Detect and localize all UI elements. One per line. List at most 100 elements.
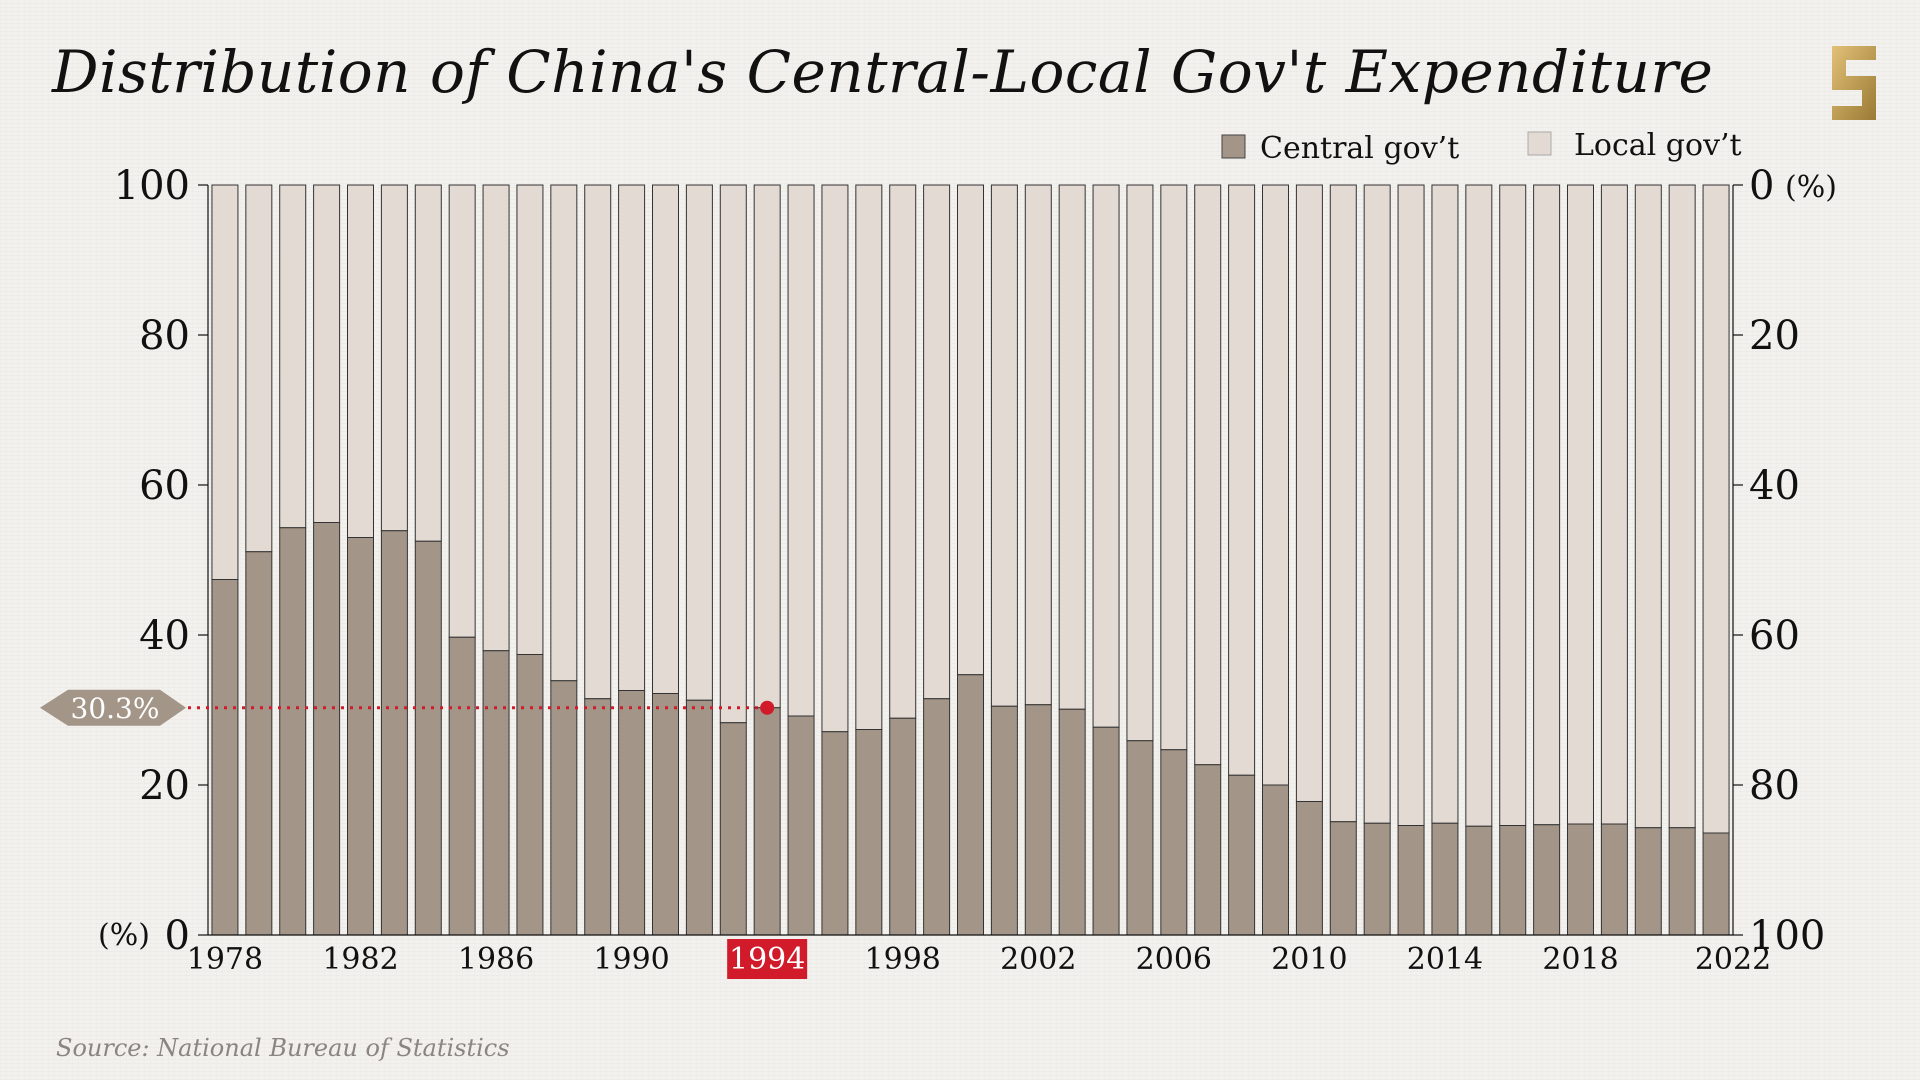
bar-central-1997 (855, 729, 883, 936)
bar-local-1994 (753, 184, 781, 709)
bar-central-1996 (821, 731, 849, 936)
bar-local-2009 (1262, 184, 1289, 786)
bar-local-1992 (685, 184, 713, 701)
bar-local-1999 (923, 184, 951, 700)
bar-local-2001 (990, 184, 1018, 707)
bar-local-2002 (1024, 184, 1052, 706)
bar-local-1997 (855, 184, 883, 730)
x-tick-label-1986: 1986 (458, 942, 534, 977)
bar-central-1992 (685, 699, 713, 936)
bar-central-2003 (1058, 708, 1086, 936)
legend-label-local: Local gov’t (1574, 128, 1742, 163)
bar-local-1979 (245, 184, 273, 553)
source-note: Source: National Bureau of Statistics (56, 1034, 510, 1062)
bar-central-2016 (1499, 825, 1527, 936)
bar-local-1995 (787, 184, 815, 717)
callout-label: 30.3% (71, 692, 160, 725)
x-tick-label-2002: 2002 (1000, 942, 1076, 977)
left-tick-label-40: 40 (139, 613, 190, 659)
highlight-year-box (727, 939, 808, 979)
bar-central-1983 (380, 530, 408, 936)
bar-central-2007 (1194, 764, 1222, 936)
bar-central-2008 (1228, 774, 1256, 936)
bar-local-2000 (957, 184, 984, 676)
bar-central-1994 (753, 707, 781, 936)
bar-local-1988 (550, 184, 578, 682)
x-tick-label-1994: 1994 (729, 942, 805, 977)
right-tick-label-100: 100 (1749, 913, 1825, 959)
bar-local-1993 (719, 184, 747, 724)
bar-local-2019 (1600, 184, 1628, 825)
x-tick-label-1990: 1990 (593, 942, 669, 977)
legend-swatch-central (1221, 134, 1246, 159)
legend-label-central: Central gov’t (1260, 131, 1459, 166)
bar-local-1985 (448, 184, 476, 638)
bar-central-1990 (618, 690, 646, 936)
bar-central-1993 (719, 722, 747, 936)
bar-local-2006 (1160, 184, 1188, 751)
left-tick-label-60: 60 (139, 463, 190, 509)
bar-local-1984 (414, 184, 442, 542)
callout-dot (760, 700, 775, 715)
x-tick-label-2014: 2014 (1407, 942, 1483, 977)
bar-local-2016 (1499, 184, 1527, 826)
bar-central-2006 (1160, 749, 1188, 936)
bar-central-2011 (1329, 821, 1357, 936)
bar-local-2017 (1533, 184, 1561, 826)
bar-local-2015 (1465, 184, 1493, 827)
x-tick-label-1978: 1978 (187, 942, 263, 977)
right-tick-label-0: 0 (1749, 163, 1774, 209)
legend: Central gov’t Local gov’t (1221, 128, 1742, 166)
bar-central-2002 (1024, 704, 1052, 936)
bar-local-2003 (1058, 184, 1086, 710)
left-tick-label-20: 20 (139, 763, 190, 809)
bar-local-1990 (618, 184, 646, 691)
bar-central-2017 (1533, 824, 1561, 936)
bar-central-1981 (313, 522, 341, 936)
bar-local-2005 (1126, 184, 1154, 742)
bar-central-2010 (1295, 801, 1323, 936)
bar-central-1999 (923, 698, 951, 936)
bar-local-2004 (1092, 184, 1120, 728)
bar-local-1983 (380, 184, 408, 532)
bar-central-2004 (1092, 726, 1120, 936)
bar-central-1984 (414, 540, 442, 936)
x-tick-label-1982: 1982 (322, 942, 398, 977)
bar-central-1985 (448, 636, 476, 936)
bar-local-1978 (211, 184, 239, 580)
bar-local-1991 (652, 184, 679, 694)
x-tick-label-2018: 2018 (1542, 942, 1618, 977)
bar-local-2007 (1194, 184, 1222, 766)
chart-title: Distribution of China's Central-Local Go… (52, 38, 1714, 106)
axes-group: 0 20 40 60 80 100 0 20 40 60 80 100 (%) (%) (98, 163, 1837, 959)
bar-local-2018 (1567, 184, 1594, 825)
bar-central-1987 (516, 654, 544, 936)
bar-local-2011 (1329, 184, 1357, 823)
bar-local-2012 (1363, 184, 1391, 824)
bar-local-2008 (1228, 184, 1256, 776)
bar-central-2021 (1668, 827, 1696, 936)
left-tick-label-0: 0 (165, 913, 190, 959)
bar-local-1996 (821, 184, 849, 733)
callout-group: 30.3% (40, 689, 775, 726)
bar-central-2012 (1363, 822, 1391, 936)
x-tick-labels: 1978 1982 1986 1990 1994 1998 2002 2006 2010 2014… (187, 939, 1771, 979)
bar-local-2014 (1431, 184, 1459, 824)
bars-group (211, 184, 1730, 936)
bar-local-2010 (1295, 184, 1323, 802)
bar-local-1986 (482, 184, 510, 652)
bar-central-2019 (1600, 823, 1628, 936)
bar-central-2013 (1397, 825, 1425, 936)
bar-local-1998 (889, 184, 917, 719)
x-tick-label-1998: 1998 (865, 942, 941, 977)
bar-central-2005 (1126, 740, 1154, 936)
right-tick-label-80: 80 (1749, 763, 1800, 809)
bar-central-1978 (211, 579, 239, 936)
bar-local-1981 (313, 184, 341, 523)
legend-swatch-local (1527, 131, 1552, 156)
bar-central-1995 (787, 715, 815, 936)
bar-central-2000 (957, 674, 984, 936)
brand-logo (1832, 46, 1876, 120)
bar-central-1980 (279, 527, 307, 936)
